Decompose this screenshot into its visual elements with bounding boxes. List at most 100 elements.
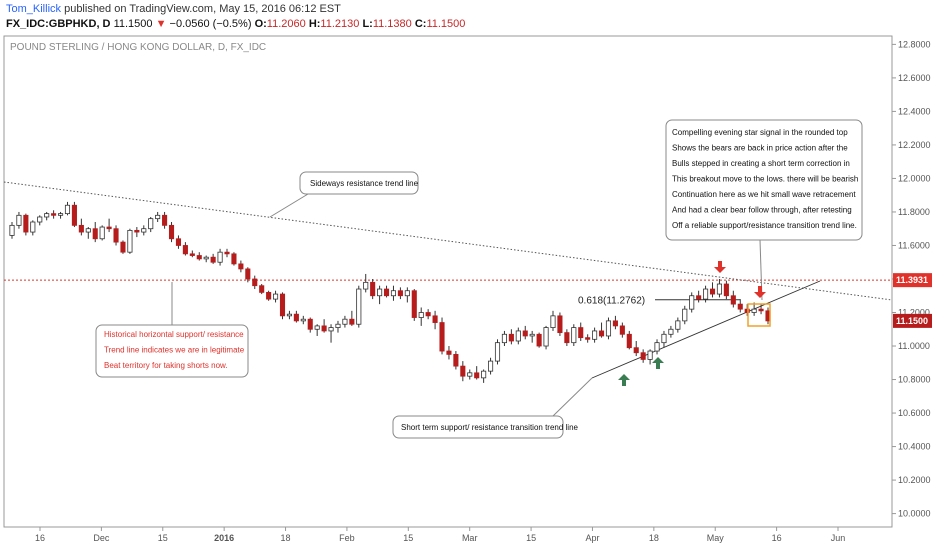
candle-body bbox=[210, 256, 216, 263]
candle-body bbox=[730, 295, 736, 305]
candle-body bbox=[744, 308, 750, 313]
short-term-trend-line bbox=[591, 280, 821, 379]
top-right-note-line: This breakout move to the lows. there wi… bbox=[672, 175, 858, 184]
buy-up-arrow-icon bbox=[652, 357, 664, 369]
candle-body bbox=[522, 330, 528, 337]
symbol-label: FX_IDC:GBPHKD, D bbox=[6, 18, 111, 30]
candle-body bbox=[501, 333, 507, 344]
candle-body bbox=[571, 327, 577, 344]
y-tick-label: 12.4000 bbox=[898, 106, 931, 116]
short-term-note-pointer bbox=[552, 377, 593, 417]
candle-body bbox=[175, 238, 182, 246]
candle-body bbox=[619, 325, 625, 335]
y-tick-label: 11.6000 bbox=[898, 240, 930, 250]
candle-body bbox=[432, 315, 438, 323]
open-label: O: bbox=[254, 18, 267, 30]
candle-body bbox=[481, 370, 487, 379]
close-value: 11.1500 bbox=[426, 18, 466, 30]
candle-body bbox=[266, 291, 272, 300]
y-tick-label: 10.6000 bbox=[898, 408, 931, 418]
candle-body bbox=[44, 213, 50, 218]
x-tick-label: 18 bbox=[281, 533, 291, 543]
candle-body bbox=[758, 308, 764, 312]
candle-body bbox=[529, 333, 535, 337]
y-tick-label: 10.8000 bbox=[898, 375, 931, 385]
y-tick-label: 10.0000 bbox=[898, 509, 931, 519]
high-label: H: bbox=[308, 18, 321, 30]
candle-body bbox=[162, 214, 168, 226]
fib-level-label: 0.618(11.2762) bbox=[578, 296, 645, 307]
x-tick-label: Apr bbox=[585, 533, 599, 543]
candle-body bbox=[661, 333, 667, 344]
price-change: −0.0560 (−0.5%) bbox=[169, 18, 252, 30]
candle-body bbox=[141, 228, 147, 233]
low-value: 11.1380 bbox=[372, 18, 412, 30]
evening-star-highlight-box bbox=[747, 303, 771, 327]
x-tick-label: 15 bbox=[158, 533, 168, 543]
candle-body bbox=[106, 226, 112, 230]
close-label: C: bbox=[414, 18, 427, 30]
price-label-bg bbox=[893, 313, 932, 328]
candle-body bbox=[349, 318, 355, 325]
y-tick-label: 10.4000 bbox=[898, 442, 931, 452]
candle-body bbox=[488, 360, 494, 372]
candle-body bbox=[592, 330, 598, 340]
candle-body bbox=[245, 268, 251, 280]
candle-body bbox=[252, 278, 258, 287]
x-tick-label: Jun bbox=[831, 533, 846, 543]
candle-body bbox=[612, 320, 618, 327]
y-tick-label: 12.2000 bbox=[898, 140, 931, 150]
candle-body bbox=[598, 330, 605, 337]
short-term-note-text: Short term support/ resistance transitio… bbox=[401, 423, 579, 432]
candle-body bbox=[723, 283, 729, 297]
candle-body bbox=[605, 320, 612, 337]
x-tick-label: May bbox=[707, 533, 725, 543]
candle-body bbox=[640, 352, 646, 360]
trend-lines bbox=[3, 181, 893, 379]
candle-body bbox=[182, 245, 188, 255]
down-arrow-icon: ▼ bbox=[155, 18, 167, 30]
publish-info: published on TradingView.com, May 15, 20… bbox=[64, 3, 341, 15]
y-tick-label: 12.6000 bbox=[898, 73, 931, 83]
y-tick-label: 11.8000 bbox=[898, 207, 930, 217]
candle-body bbox=[751, 308, 757, 313]
price-label-bg bbox=[893, 273, 932, 288]
candle-body bbox=[314, 325, 320, 330]
top-right-note-line: Compelling evening star signal in the ro… bbox=[672, 128, 848, 137]
candle-body bbox=[703, 288, 709, 300]
candle-body bbox=[30, 221, 36, 233]
candle-body bbox=[550, 315, 556, 328]
candle-body bbox=[404, 290, 410, 297]
top-right-note-line: Off a reliable support/resistance transi… bbox=[672, 221, 857, 230]
candle-body bbox=[716, 283, 722, 295]
sideways-note-box bbox=[299, 171, 419, 195]
candle-body bbox=[238, 263, 244, 270]
candle-body bbox=[737, 303, 743, 310]
candle-body bbox=[120, 241, 126, 253]
candle-body bbox=[390, 290, 397, 297]
candle-body bbox=[585, 337, 591, 340]
candle-body bbox=[328, 327, 334, 332]
candle-body bbox=[9, 224, 15, 236]
quote-line: FX_IDC:GBPHKD, D 11.1500 ▼ −0.0560 (−0.5… bbox=[6, 18, 465, 30]
y-tick-label: 11.0000 bbox=[898, 341, 930, 351]
price-label-text: 11.3931 bbox=[896, 275, 928, 285]
candle-body bbox=[418, 312, 424, 318]
candle-body bbox=[411, 290, 417, 318]
candle-body bbox=[647, 350, 653, 360]
candle-body bbox=[134, 229, 140, 233]
candle-body bbox=[300, 318, 306, 322]
sideways-note-text: Sideways resistance trend line bbox=[310, 179, 419, 188]
x-tick-label: Dec bbox=[93, 533, 110, 543]
author-link[interactable]: Tom_Killick bbox=[6, 3, 62, 15]
short-term-note-box bbox=[392, 415, 564, 439]
candle-body bbox=[453, 353, 459, 367]
sell-down-arrow-icon bbox=[714, 261, 726, 273]
candle-body bbox=[370, 281, 376, 297]
top-right-note-line: Bulls stepped in creating a short term c… bbox=[672, 159, 850, 168]
candle-body bbox=[279, 293, 286, 317]
top-right-note-line: And had a clear bear follow through, aft… bbox=[672, 206, 852, 215]
candle-body bbox=[377, 288, 383, 297]
y-tick-label: 10.2000 bbox=[898, 475, 931, 485]
